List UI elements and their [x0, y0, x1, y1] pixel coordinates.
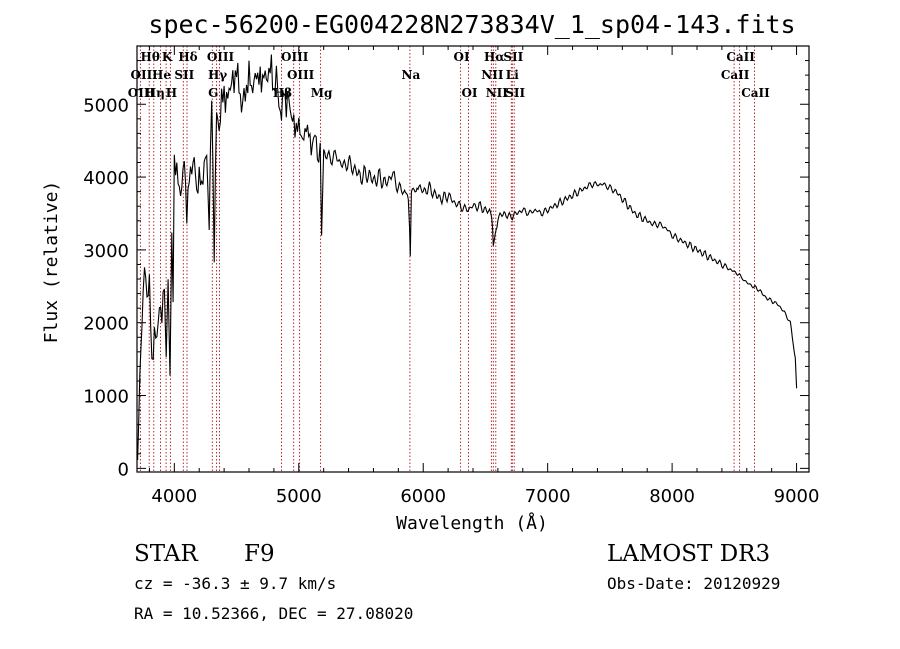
line-label: Hθ: [141, 50, 160, 64]
line-label: NII: [481, 68, 504, 82]
line-label: SII: [174, 68, 194, 82]
line-label: K: [162, 50, 173, 64]
line-label: He: [152, 68, 171, 82]
x-axis-ticks: 4000 5000 6000 7000 8000 9000: [148, 46, 820, 507]
line-label: OI: [454, 50, 470, 64]
line-label: SII: [503, 50, 523, 64]
line-label: Hδ: [178, 50, 197, 64]
line-label: G: [208, 86, 218, 100]
x-tick-label: 5000: [276, 486, 322, 507]
line-label: Hα: [484, 50, 505, 64]
line-label: Na: [402, 68, 421, 82]
y-axis-label: Flux (relative): [41, 181, 62, 344]
line-label: OIII: [287, 68, 315, 82]
line-label: CaII: [741, 86, 770, 100]
object-class: STAR: [134, 541, 198, 567]
y-tick-label: 2000: [83, 314, 129, 335]
line-label: H: [166, 86, 177, 100]
y-axis-ticks: 0 1000 2000 3000 4000 5000: [83, 60, 809, 480]
line-label: Li: [506, 68, 519, 82]
observation-date: Obs-Date: 20120929: [607, 574, 780, 593]
y-tick-label: 0: [118, 459, 129, 480]
line-label: OII: [131, 68, 153, 82]
y-tick-label: 3000: [83, 241, 129, 262]
x-tick-label: 6000: [400, 486, 446, 507]
line-label: SII: [505, 86, 525, 100]
y-tick-label: 1000: [83, 387, 129, 408]
line-label: OI: [461, 86, 477, 100]
survey-release: LAMOST DR3: [607, 541, 770, 567]
x-axis-label: Wavelength (Å): [396, 512, 548, 534]
x-tick-label: 9000: [774, 486, 820, 507]
line-label: NII: [486, 86, 509, 100]
x-tick-label: 8000: [649, 486, 695, 507]
x-tick-label: 4000: [151, 486, 197, 507]
spectral-subclass: F9: [244, 541, 275, 567]
line-label: Hγ: [208, 68, 227, 82]
chart-title: spec-56200-EG004228N273834V_1_sp04-143.f…: [148, 10, 795, 39]
redshift-info: cz = -36.3 ± 9.7 km/s: [134, 574, 336, 593]
line-label: OIII: [207, 50, 235, 64]
line-label: Hη: [145, 86, 165, 100]
line-label: Mg: [311, 86, 333, 100]
line-label: OIII: [281, 50, 309, 64]
x-tick-label: 7000: [525, 486, 571, 507]
line-markers: [139, 46, 755, 472]
line-label: CaII: [726, 50, 755, 64]
line-label: CaII: [721, 68, 750, 82]
line-label: OIII: [128, 86, 156, 100]
spectrum-line: [137, 54, 798, 461]
coordinates-info: RA = 10.52366, DEC = 27.08020: [134, 604, 413, 623]
y-tick-label: 4000: [83, 168, 129, 189]
y-tick-label: 5000: [83, 95, 129, 116]
